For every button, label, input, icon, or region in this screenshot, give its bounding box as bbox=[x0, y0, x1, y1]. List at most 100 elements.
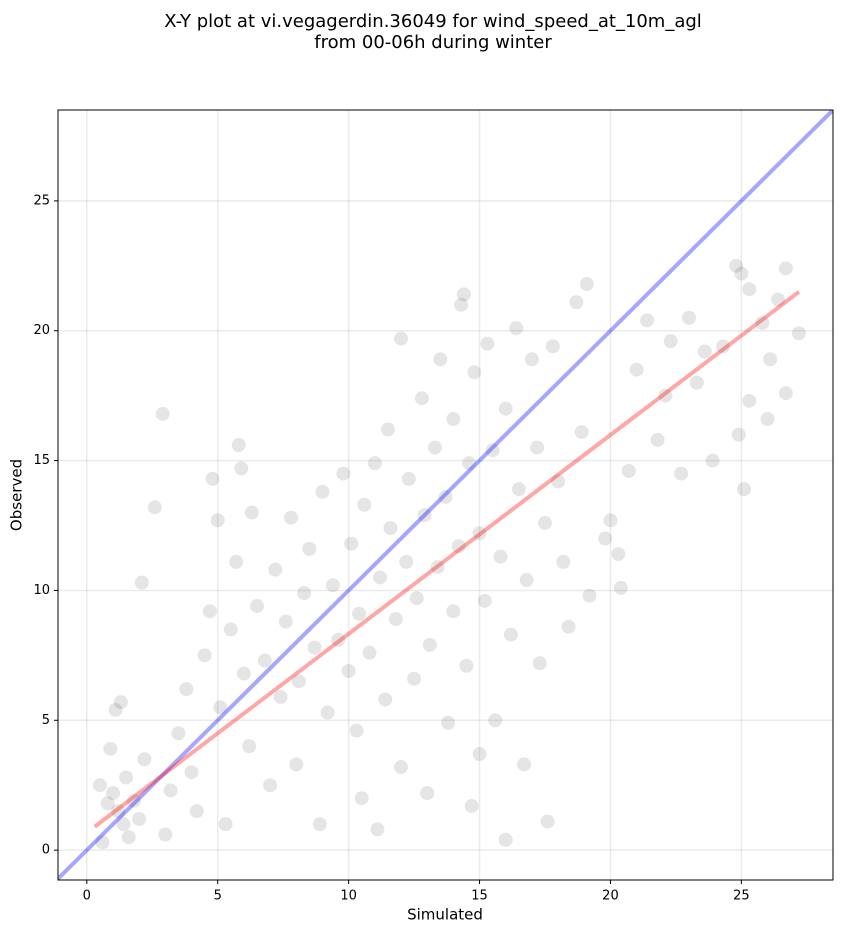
scatter-point bbox=[640, 313, 655, 328]
scatter-point bbox=[388, 612, 403, 627]
scatter-point bbox=[370, 822, 385, 837]
scatter-point bbox=[658, 388, 673, 403]
scatter-point bbox=[380, 422, 395, 437]
y-tick-label: 10 bbox=[33, 583, 50, 598]
scatter-point bbox=[438, 489, 453, 504]
x-axis-label: Simulated bbox=[407, 906, 483, 924]
scatter-point bbox=[147, 500, 162, 515]
scatter-point bbox=[210, 513, 225, 528]
scatter-point bbox=[763, 352, 778, 367]
scatter-point bbox=[736, 482, 751, 497]
scatter-point bbox=[441, 715, 456, 730]
scatter-point bbox=[422, 637, 437, 652]
scatter-point bbox=[399, 554, 414, 569]
scatter-point bbox=[184, 765, 199, 780]
scatter-point bbox=[257, 653, 272, 668]
scatter-point bbox=[472, 526, 487, 541]
scatter-point bbox=[249, 599, 264, 614]
scatter-point bbox=[315, 484, 330, 499]
scatter-point bbox=[417, 508, 432, 523]
scatter-point bbox=[95, 835, 110, 850]
scatter-point bbox=[517, 757, 532, 772]
scatter-point bbox=[92, 778, 107, 793]
scatter-point bbox=[263, 778, 278, 793]
scatter-point bbox=[234, 461, 249, 476]
scatter-point bbox=[681, 310, 696, 325]
scatter-point bbox=[121, 830, 136, 845]
scatter-point bbox=[488, 713, 503, 728]
scatter-point bbox=[428, 440, 443, 455]
scatter-point bbox=[244, 505, 259, 520]
y-tick-label: 0 bbox=[42, 843, 50, 858]
scatter-point bbox=[771, 292, 786, 307]
scatter-point bbox=[464, 798, 479, 813]
fit-line bbox=[93, 290, 801, 829]
scatter-point bbox=[341, 663, 356, 678]
scatter-point bbox=[344, 536, 359, 551]
scatter-point bbox=[477, 593, 492, 608]
scatter-point bbox=[420, 786, 435, 801]
scatter-point bbox=[158, 827, 173, 842]
scatter-point bbox=[297, 586, 312, 601]
scatter-point bbox=[354, 791, 369, 806]
scatter-point bbox=[105, 786, 120, 801]
scatter-point bbox=[519, 573, 534, 588]
scatter-point bbox=[716, 339, 731, 354]
y-tick-label: 20 bbox=[33, 323, 50, 338]
x-tick-label: 10 bbox=[340, 889, 357, 904]
scatter-point bbox=[367, 456, 382, 471]
scatter-point bbox=[205, 471, 220, 486]
y-tick-label: 25 bbox=[33, 193, 50, 208]
scatter-point bbox=[126, 793, 141, 808]
scatter-point bbox=[532, 656, 547, 671]
scatter-point bbox=[155, 406, 170, 421]
scatter-point bbox=[119, 770, 134, 785]
scatter-point bbox=[451, 539, 466, 554]
x-tick-label: 5 bbox=[214, 889, 222, 904]
plot-area bbox=[58, 110, 833, 880]
scatter-point bbox=[731, 427, 746, 442]
scatter-point bbox=[663, 334, 678, 349]
scatter-point bbox=[778, 386, 793, 401]
scatter-point bbox=[202, 604, 217, 619]
scatter-point bbox=[100, 796, 115, 811]
scatter-point bbox=[383, 521, 398, 536]
scatter-point bbox=[433, 352, 448, 367]
scatter-point bbox=[108, 702, 123, 717]
scatter-point bbox=[111, 804, 126, 819]
scatter-point bbox=[498, 401, 513, 416]
y-tick-label: 5 bbox=[42, 713, 50, 728]
scatter-point bbox=[291, 674, 306, 689]
scatter-point bbox=[509, 321, 524, 336]
scatter-point bbox=[352, 606, 367, 621]
scatter-point bbox=[213, 700, 228, 715]
scatter-point bbox=[530, 440, 545, 455]
scatter-point bbox=[103, 741, 118, 756]
scatter-point bbox=[551, 474, 566, 489]
scatter-point bbox=[302, 541, 317, 556]
x-tick-label: 20 bbox=[602, 889, 619, 904]
scatter-point bbox=[556, 554, 571, 569]
scatter-point bbox=[242, 739, 257, 754]
scatter-point bbox=[132, 811, 147, 826]
scatter-point bbox=[278, 614, 293, 629]
scatter-point bbox=[540, 814, 555, 829]
scatter-point bbox=[229, 554, 244, 569]
scatter-point bbox=[485, 443, 500, 458]
scatter-point bbox=[336, 466, 351, 481]
chart-title: X-Y plot at vi.vegagerdin.36049 for wind… bbox=[164, 11, 702, 32]
scatter-point bbox=[705, 453, 720, 468]
scatter-point bbox=[236, 666, 251, 681]
scatter-point bbox=[197, 648, 212, 663]
scatter-point bbox=[629, 362, 644, 377]
scatter-point bbox=[603, 513, 618, 528]
grid bbox=[58, 110, 833, 880]
scatter-point bbox=[312, 817, 327, 832]
scatter-point bbox=[674, 466, 689, 481]
scatter-point bbox=[454, 297, 469, 312]
y-tick-label: 15 bbox=[33, 453, 50, 468]
scatter-point bbox=[760, 412, 775, 427]
scatter-point bbox=[467, 365, 482, 380]
scatter-point bbox=[134, 575, 149, 590]
